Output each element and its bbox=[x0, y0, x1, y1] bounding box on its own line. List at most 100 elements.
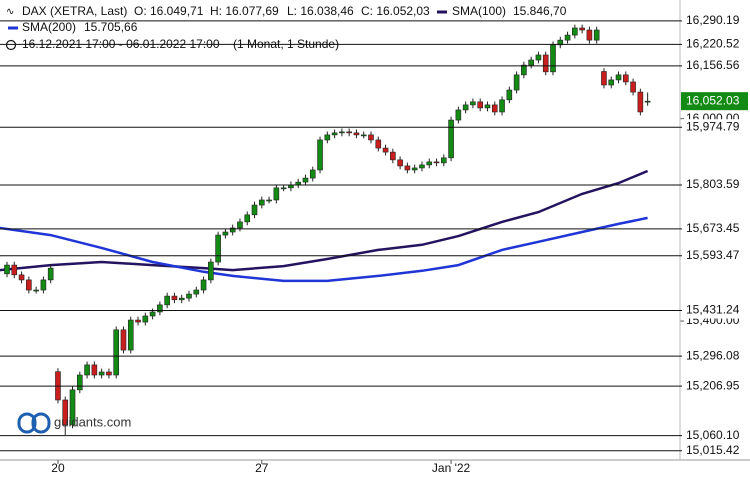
level-label: 15,296.08 bbox=[686, 348, 740, 362]
candle-body bbox=[120, 329, 127, 351]
candle-body bbox=[644, 100, 651, 103]
candle-body bbox=[448, 119, 454, 159]
candle-body bbox=[491, 104, 498, 113]
last-price-label: 16,052.03 bbox=[686, 93, 740, 107]
candle-body bbox=[251, 204, 258, 216]
level-label: 15,803.59 bbox=[686, 177, 740, 191]
candle-body bbox=[550, 44, 556, 73]
candle-body bbox=[62, 399, 69, 426]
candle-body bbox=[309, 169, 316, 179]
candle-body bbox=[477, 101, 484, 109]
candle-body bbox=[455, 109, 462, 121]
candle-body bbox=[127, 319, 134, 351]
candle-body bbox=[18, 274, 25, 281]
candle-body bbox=[69, 389, 76, 426]
level-label: 15,974.79 bbox=[686, 119, 740, 133]
candle-body bbox=[215, 234, 221, 263]
ohlc-label: C: 16.052,03 bbox=[361, 4, 430, 18]
candle-body bbox=[499, 99, 505, 113]
candle-body bbox=[208, 261, 214, 281]
candle-body bbox=[382, 147, 389, 153]
level-label: 15,593.47 bbox=[686, 248, 740, 262]
candle-body bbox=[440, 157, 447, 164]
chart-title: DAX (XETRA, Last) bbox=[22, 4, 127, 18]
level-label-bg bbox=[682, 220, 750, 237]
candle-body bbox=[630, 81, 636, 93]
x-tick-label: 20 bbox=[51, 461, 65, 475]
legend-value: 15.846,70 bbox=[513, 4, 567, 18]
level-label-bg bbox=[682, 12, 750, 29]
candle-body bbox=[295, 181, 302, 186]
level-label-bg bbox=[682, 57, 750, 74]
level-label-bg bbox=[682, 348, 750, 365]
level-label-bg bbox=[682, 36, 750, 53]
candle-body bbox=[572, 27, 578, 36]
candle-body bbox=[470, 101, 476, 106]
level-label-bg bbox=[682, 427, 750, 444]
level-label: 16,220.52 bbox=[686, 37, 740, 51]
level-label: 15,673.45 bbox=[686, 221, 740, 235]
clock-icon bbox=[5, 39, 17, 51]
candle-body bbox=[98, 371, 105, 376]
candle-body bbox=[4, 264, 10, 275]
level-label: 15,060.10 bbox=[686, 428, 740, 442]
logo-icon bbox=[31, 412, 51, 434]
candle-body bbox=[615, 74, 622, 81]
watermark-text: guidants.com bbox=[54, 414, 131, 429]
candle-body bbox=[579, 27, 585, 31]
level-label: 15,431.24 bbox=[686, 303, 740, 317]
level-label-bg bbox=[682, 378, 750, 395]
candle-body bbox=[368, 134, 374, 141]
candle-body bbox=[178, 297, 185, 301]
ohlc-label: H: 16.077,69 bbox=[210, 4, 279, 18]
candle-body bbox=[601, 71, 607, 86]
candle-body bbox=[186, 293, 192, 299]
candle-body bbox=[47, 267, 54, 281]
level-label-bg bbox=[682, 442, 750, 459]
x-tick-label: 27 bbox=[255, 461, 269, 475]
candle-body bbox=[266, 199, 272, 202]
candle-body bbox=[40, 279, 47, 291]
chart-icon: ∿ bbox=[6, 7, 14, 18]
candle-body bbox=[200, 279, 207, 291]
candle-body bbox=[557, 39, 564, 46]
candle-body bbox=[484, 104, 491, 109]
level-label-bg bbox=[682, 302, 750, 319]
candle-body bbox=[637, 91, 644, 113]
candle-body bbox=[258, 199, 265, 206]
last-price-box bbox=[681, 92, 748, 111]
candle-body bbox=[564, 34, 571, 41]
candle-body bbox=[171, 295, 178, 301]
candle-body bbox=[106, 371, 112, 376]
candle-body bbox=[33, 289, 39, 292]
level-label-bg bbox=[682, 176, 750, 193]
level-label-bg bbox=[682, 247, 750, 264]
ohlc-label: O: 16.049,71 bbox=[134, 4, 204, 18]
candle-body bbox=[11, 264, 18, 276]
candle-body bbox=[157, 304, 163, 313]
candle-body bbox=[84, 364, 90, 376]
candle-body bbox=[462, 104, 469, 111]
level-label: 15,206.95 bbox=[686, 378, 740, 392]
candle-body bbox=[513, 74, 520, 91]
candle-body bbox=[331, 132, 338, 136]
period: (1 Monat, 1 Stunde) bbox=[233, 37, 339, 51]
legend-label: SMA(100) bbox=[452, 4, 506, 18]
candle-body bbox=[433, 161, 440, 164]
candle-body bbox=[608, 79, 615, 86]
candle-body bbox=[135, 319, 141, 323]
candle-body bbox=[404, 165, 411, 171]
x-tick-label: Jan '22 bbox=[432, 461, 471, 475]
level-label: 16,156.56 bbox=[686, 58, 740, 72]
candle-body bbox=[193, 289, 200, 295]
header: ∿ DAX (XETRA, Last) O: 16.049,71 H: 16.0… bbox=[5, 4, 567, 51]
legend-label: SMA(200) bbox=[22, 20, 76, 34]
candle-body bbox=[222, 231, 229, 236]
candle-body bbox=[244, 214, 251, 223]
candle-body bbox=[26, 279, 32, 291]
candle-body bbox=[411, 167, 418, 171]
candle-body bbox=[280, 187, 287, 190]
candle-body bbox=[346, 131, 352, 134]
